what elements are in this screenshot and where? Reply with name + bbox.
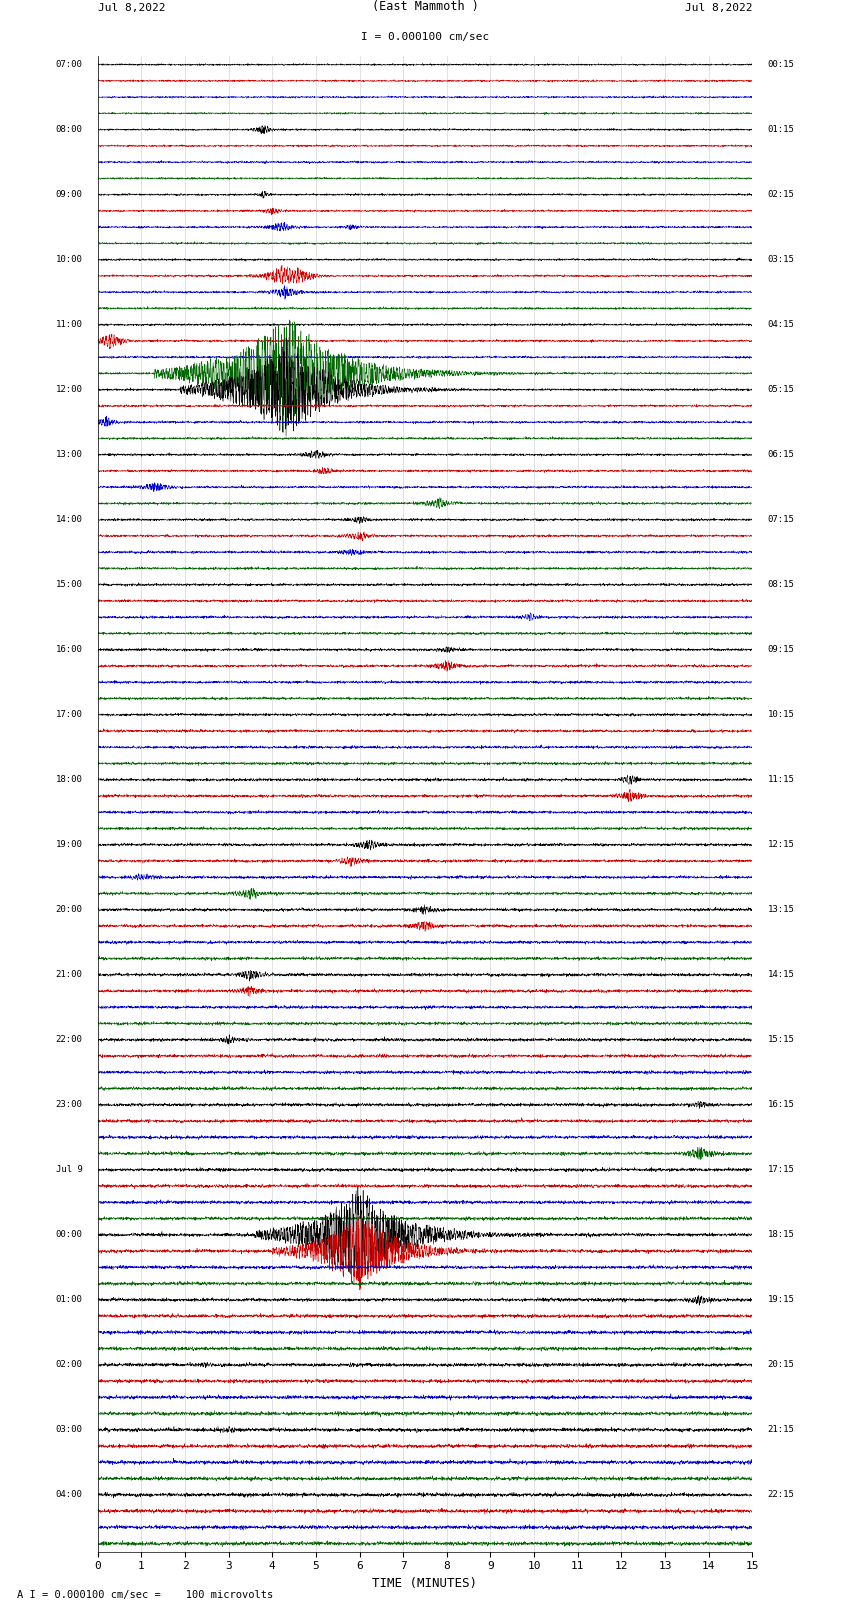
Text: 19:15: 19:15 (768, 1295, 795, 1305)
Text: 17:15: 17:15 (768, 1165, 795, 1174)
Text: 06:15: 06:15 (768, 450, 795, 460)
X-axis label: TIME (MINUTES): TIME (MINUTES) (372, 1578, 478, 1590)
Text: (East Mammoth ): (East Mammoth ) (371, 0, 479, 13)
Text: 01:00: 01:00 (55, 1295, 82, 1305)
Text: 04:15: 04:15 (768, 319, 795, 329)
Text: 04:00: 04:00 (55, 1490, 82, 1500)
Text: 13:15: 13:15 (768, 905, 795, 915)
Text: A I = 0.000100 cm/sec =    100 microvolts: A I = 0.000100 cm/sec = 100 microvolts (17, 1590, 273, 1600)
Text: 18:00: 18:00 (55, 776, 82, 784)
Text: 18:15: 18:15 (768, 1231, 795, 1239)
Text: 00:15: 00:15 (768, 60, 795, 69)
Text: 22:15: 22:15 (768, 1490, 795, 1500)
Text: 15:15: 15:15 (768, 1036, 795, 1044)
Text: 10:00: 10:00 (55, 255, 82, 265)
Text: 07:15: 07:15 (768, 515, 795, 524)
Text: 13:00: 13:00 (55, 450, 82, 460)
Text: 21:00: 21:00 (55, 971, 82, 979)
Text: 23:00: 23:00 (55, 1100, 82, 1110)
Text: 00:00: 00:00 (55, 1231, 82, 1239)
Text: 03:00: 03:00 (55, 1426, 82, 1434)
Text: 01:15: 01:15 (768, 126, 795, 134)
Text: Jul 8,2022: Jul 8,2022 (685, 3, 752, 13)
Text: Jul 8,2022: Jul 8,2022 (98, 3, 165, 13)
Text: 20:00: 20:00 (55, 905, 82, 915)
Text: 08:00: 08:00 (55, 126, 82, 134)
Text: 11:00: 11:00 (55, 319, 82, 329)
Text: 02:15: 02:15 (768, 190, 795, 198)
Text: 03:15: 03:15 (768, 255, 795, 265)
Text: I = 0.000100 cm/sec: I = 0.000100 cm/sec (361, 32, 489, 42)
Text: 12:15: 12:15 (768, 840, 795, 848)
Text: 05:15: 05:15 (768, 386, 795, 394)
Text: 21:15: 21:15 (768, 1426, 795, 1434)
Text: 19:00: 19:00 (55, 840, 82, 848)
Text: 17:00: 17:00 (55, 710, 82, 719)
Text: 09:00: 09:00 (55, 190, 82, 198)
Text: 11:15: 11:15 (768, 776, 795, 784)
Text: 14:15: 14:15 (768, 971, 795, 979)
Text: 16:15: 16:15 (768, 1100, 795, 1110)
Text: 12:00: 12:00 (55, 386, 82, 394)
Text: 10:15: 10:15 (768, 710, 795, 719)
Text: 07:00: 07:00 (55, 60, 82, 69)
Text: 14:00: 14:00 (55, 515, 82, 524)
Text: 09:15: 09:15 (768, 645, 795, 655)
Text: Jul 9: Jul 9 (55, 1165, 82, 1174)
Text: 22:00: 22:00 (55, 1036, 82, 1044)
Text: 08:15: 08:15 (768, 581, 795, 589)
Text: 16:00: 16:00 (55, 645, 82, 655)
Text: 20:15: 20:15 (768, 1360, 795, 1369)
Text: 15:00: 15:00 (55, 581, 82, 589)
Text: 02:00: 02:00 (55, 1360, 82, 1369)
